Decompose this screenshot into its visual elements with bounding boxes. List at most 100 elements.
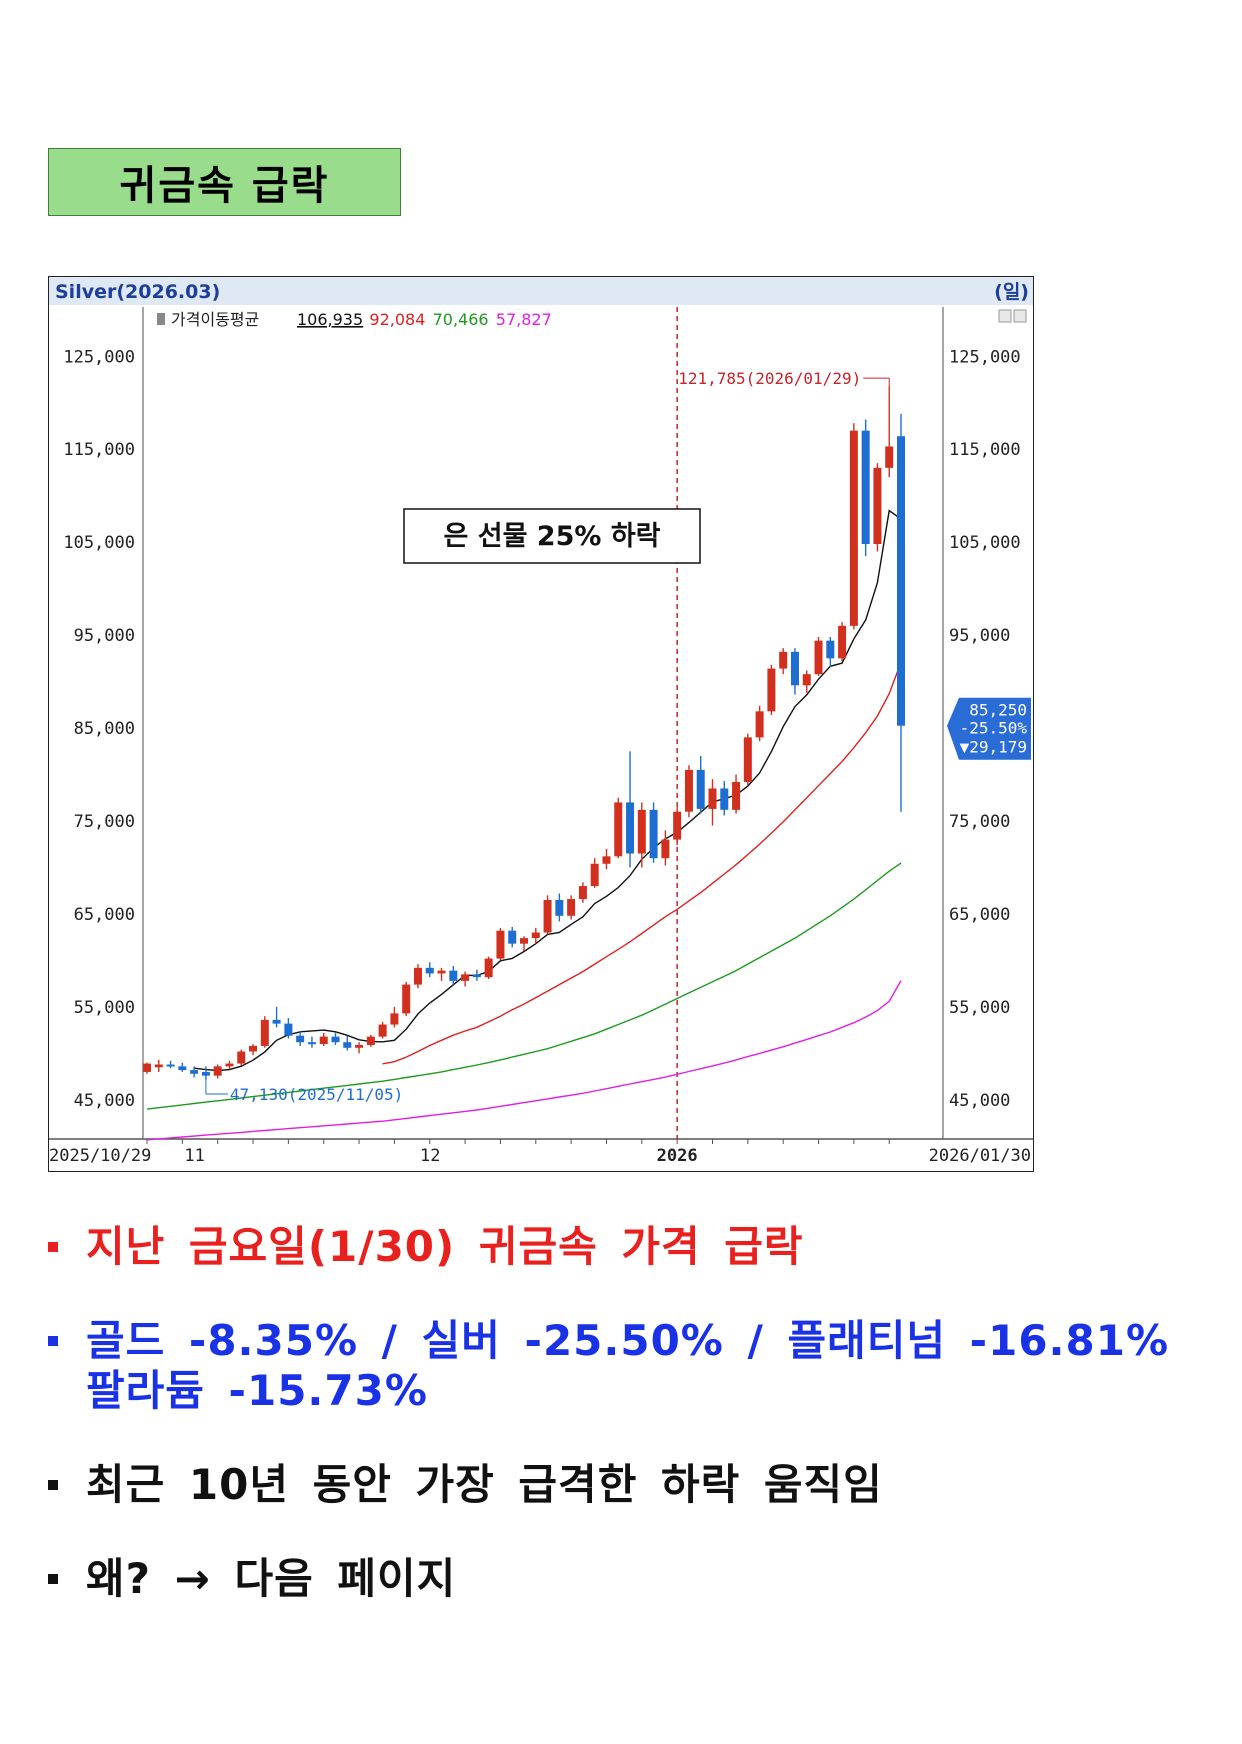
- candle-body: [319, 1036, 328, 1045]
- candle-body: [143, 1063, 151, 1072]
- indicator-box-l: [998, 309, 1012, 323]
- ma-legend-icon: [157, 313, 165, 325]
- candle-body: [413, 967, 422, 985]
- candle-body: [637, 809, 646, 854]
- last-price-pct: -25.50%: [960, 719, 1028, 738]
- x-tick-label: 2026: [657, 1146, 698, 1166]
- last-price-box: [947, 697, 1031, 760]
- page-title: 귀금속 급락: [48, 148, 401, 216]
- candle-body: [555, 900, 564, 916]
- ma-line-3: [146, 862, 902, 1110]
- y-tick-right: 55,000: [949, 998, 1010, 1018]
- candle-body: [708, 788, 717, 809]
- candle-body: [237, 1051, 246, 1064]
- bullet-square-icon: [48, 1242, 58, 1252]
- candle-body: [284, 1023, 293, 1036]
- candle-body: [602, 856, 611, 864]
- candle-body: [826, 640, 835, 659]
- ma-line-4: [146, 980, 902, 1141]
- bullet-item-3: 최근 10년 동안 가장 급격한 하락 움직임: [48, 1460, 1228, 1510]
- candle-body: [614, 802, 623, 857]
- candle-body: [885, 446, 894, 468]
- period-label: (일): [994, 281, 1029, 303]
- last-price-value: 85,250: [969, 701, 1027, 720]
- candle-body: [437, 970, 446, 974]
- candle-body: [626, 802, 635, 854]
- candle-body: [472, 974, 481, 978]
- x-tick-label: 11: [184, 1146, 204, 1166]
- candle-body: [696, 769, 705, 809]
- bullet-square-icon: [48, 1480, 58, 1490]
- candle-body: [661, 839, 670, 859]
- candle-body: [755, 711, 764, 738]
- y-tick-left: 55,000: [74, 998, 135, 1018]
- candle-body: [743, 737, 752, 782]
- candle-body: [496, 930, 505, 959]
- chart-title: Silver(2026.03): [55, 281, 220, 303]
- x-tick-label: 12: [420, 1146, 440, 1166]
- candle-body: [531, 932, 540, 939]
- indicator-box-r: [1013, 309, 1027, 323]
- y-tick-right: 105,000: [949, 533, 1021, 553]
- y-tick-left: 75,000: [74, 812, 135, 832]
- y-tick-right: 95,000: [949, 626, 1010, 646]
- candle-body: [331, 1036, 340, 1043]
- y-tick-left: 105,000: [63, 533, 135, 553]
- candle-body: [520, 938, 528, 944]
- bullet-text-4: 왜? → 다음 페이지: [86, 1554, 457, 1603]
- candle-body: [779, 651, 788, 669]
- candle-body: [767, 668, 776, 712]
- candle-body: [166, 1064, 175, 1067]
- candle-body: [673, 811, 682, 840]
- y-tick-left: 85,000: [74, 719, 135, 739]
- candle-body: [873, 467, 882, 545]
- bullet-square-icon: [48, 1574, 58, 1584]
- candle-body: [378, 1024, 387, 1037]
- x-tick-label: 2025/10/29: [49, 1146, 151, 1166]
- candle-body: [260, 1019, 269, 1046]
- y-tick-right: 75,000: [949, 812, 1010, 832]
- candle-body: [190, 1070, 199, 1074]
- candle-body: [461, 974, 470, 981]
- bullet-item-1: 지난 금요일(1/30) 귀금속 가격 급락: [48, 1222, 1228, 1272]
- candle-body: [732, 781, 741, 810]
- candle-body: [213, 1066, 222, 1076]
- bullet-text-3: 최근 10년 동안 가장 급격한 하락 움직임: [86, 1460, 883, 1509]
- ma-line-1: [194, 509, 902, 1072]
- candle-body: [861, 430, 870, 545]
- candle-body: [684, 769, 693, 812]
- candle-body: [343, 1042, 352, 1048]
- candle-body: [849, 430, 858, 626]
- chart-header-strip: [49, 277, 1033, 305]
- min-annotation: 47,130(2025/11/05): [230, 1085, 403, 1104]
- candle-body: [897, 436, 905, 726]
- y-tick-left: 115,000: [63, 440, 135, 460]
- candle-body: [838, 625, 847, 659]
- y-tick-left: 125,000: [63, 347, 135, 367]
- candle-body: [543, 900, 552, 933]
- candle-body: [402, 984, 411, 1014]
- candle-body: [590, 863, 599, 887]
- y-tick-right: 125,000: [949, 347, 1021, 367]
- bullet-item-4: 왜? → 다음 페이지: [48, 1554, 1228, 1604]
- candle-body: [249, 1045, 258, 1052]
- annotation-text: 은 선물 25% 하락: [443, 521, 660, 552]
- candle-body: [355, 1044, 364, 1048]
- candle-body: [508, 930, 517, 944]
- candle-body: [649, 809, 658, 859]
- candle-body: [578, 886, 587, 900]
- candle-body: [567, 899, 576, 916]
- silver-candlestick-chart: Silver(2026.03) (일) 가격이동평균 106,935 92,084 70,…: [49, 277, 1033, 1166]
- max-annotation: 121,785(2026/01/29): [678, 369, 861, 388]
- ma-legend-value-1: 106,935: [297, 310, 363, 329]
- candle-body: [802, 674, 811, 686]
- ma-legend-value-2: 92,084: [369, 310, 425, 329]
- candle-body: [425, 967, 434, 974]
- bullet-text-1: 지난 금요일(1/30) 귀금속 가격 급락: [86, 1222, 804, 1271]
- candle-body: [790, 651, 799, 686]
- candle-body: [201, 1071, 210, 1076]
- bullet-list: 지난 금요일(1/30) 귀금속 가격 급락 골드 -8.35% / 실버 -2…: [48, 1222, 1228, 1648]
- ma-line-2: [382, 661, 902, 1065]
- candle-body: [225, 1063, 234, 1067]
- candle-body: [720, 788, 729, 810]
